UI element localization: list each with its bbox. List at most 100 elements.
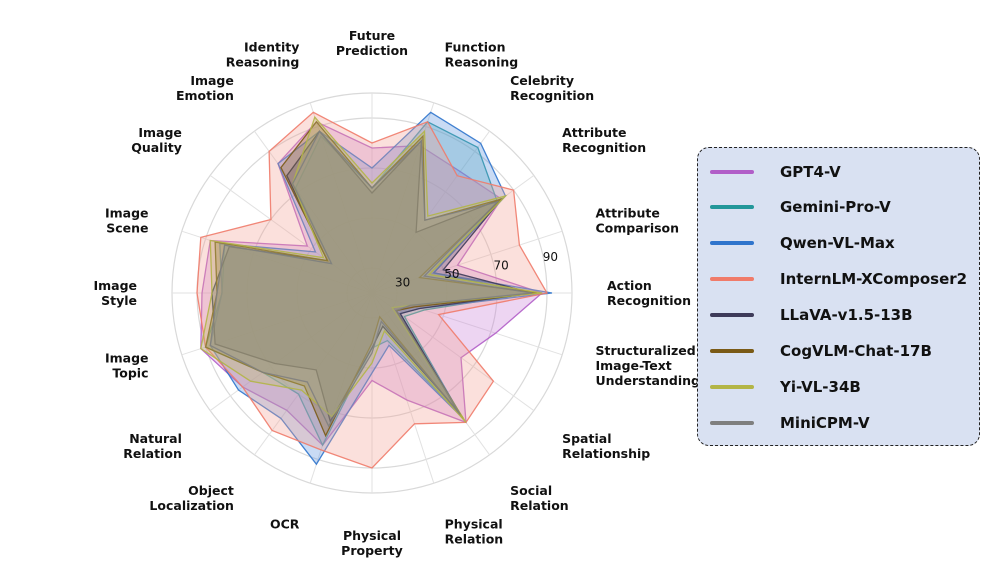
tick-labels: 30 50 70 90 <box>395 250 558 290</box>
axis-label-line: Emotion <box>176 88 234 103</box>
legend-item-qwen: Qwen-VL-Max <box>710 231 895 255</box>
legend: GPT4-V Gemini-Pro-V Qwen-VL-Max InternLM… <box>697 147 980 446</box>
series-layer <box>196 111 553 469</box>
axis-label-line: Understanding <box>595 373 699 388</box>
axis-label-social-relation: Social Relation <box>510 483 569 513</box>
legend-swatch <box>710 205 754 209</box>
axis-label-physical-relation: Physical Relation <box>445 516 504 546</box>
axis-label-line: Physical <box>343 528 401 543</box>
axis-label-line: Image <box>105 351 149 366</box>
axis-label-line: Prediction <box>336 43 408 58</box>
grid-spoke <box>371 292 563 356</box>
axis-label-object-localization: Object Localization <box>149 483 233 513</box>
series-llava-v1-5-13b <box>211 130 533 424</box>
legend-label: Gemini-Pro-V <box>780 198 891 216</box>
axis-label-line: Comparison <box>595 220 679 235</box>
grid-spoke <box>181 292 373 356</box>
legend-swatch <box>710 277 754 281</box>
axis-label-identity-reasoning: Identity Reasoning <box>226 40 300 70</box>
grid-spoke <box>309 102 373 294</box>
grid-spoke <box>371 102 435 294</box>
axis-label-line: Physical <box>445 516 503 531</box>
legend-item-gemini: Gemini-Pro-V <box>710 195 891 219</box>
tick-label: 30 <box>395 276 410 290</box>
grid-spoke <box>254 130 373 294</box>
grid-spoke <box>371 230 563 294</box>
axis-label-line: Reasoning <box>445 55 519 70</box>
legend-swatch <box>710 313 754 317</box>
tick-label: 90 <box>543 250 558 264</box>
legend-label: Yi-VL-34B <box>780 378 861 396</box>
axis-label-ocr: OCR <box>270 516 300 531</box>
axis-label-line: Style <box>101 293 137 308</box>
series-yi-vl-34b <box>200 115 543 423</box>
tick-label: 50 <box>444 267 459 281</box>
axis-label-line: Attribute <box>562 125 626 140</box>
axis-label-line: Relation <box>510 498 569 513</box>
axis-label-line: Relation <box>123 446 182 461</box>
series-qwen-vl-max <box>209 111 553 466</box>
legend-item-gpt4v: GPT4-V <box>710 160 841 184</box>
axis-label-spatial-relationship: Spatial Relationship <box>562 431 650 461</box>
legend-label: LLaVA-v1.5-13B <box>780 306 913 324</box>
grid-spoke <box>309 292 373 484</box>
axis-label-image-scene: Image Scene <box>105 205 149 235</box>
grid-spoke <box>371 130 490 294</box>
axis-label-line: Relation <box>445 531 504 546</box>
axis-label-line: Scene <box>106 220 148 235</box>
axis-label-image-style: Image Style <box>93 278 137 308</box>
axis-label-image-topic: Image Topic <box>105 351 149 381</box>
axis-label-celebrity-recognition: Celebrity Recognition <box>510 73 594 103</box>
legend-swatch <box>710 241 754 245</box>
axis-label-line: Function <box>445 40 506 55</box>
grid-spoke <box>371 292 435 484</box>
axis-label-line: Topic <box>112 366 148 381</box>
axis-label-line: Celebrity <box>510 73 574 88</box>
axis-label-attribute-recognition: Attribute Recognition <box>562 125 646 155</box>
axis-label-line: Social <box>510 483 552 498</box>
series-gpt4-v <box>200 121 544 447</box>
legend-swatch <box>710 349 754 353</box>
axis-label-line: OCR <box>270 516 300 531</box>
axis-label-line: Action <box>607 278 652 293</box>
grid-spoke <box>254 292 373 456</box>
axis-label-attribute-comparison: Attribute Comparison <box>595 205 679 235</box>
axis-label-line: Image <box>105 205 149 220</box>
axis-label-image-quality: Image Quality <box>131 125 182 155</box>
axis-label-line: Localization <box>149 498 233 513</box>
axis-label-natural-relation: Natural Relation <box>123 431 182 461</box>
axis-label-line: Recognition <box>607 293 691 308</box>
legend-swatch <box>710 170 754 174</box>
grid-spoke <box>209 292 373 411</box>
axis-label-line: Image <box>190 73 234 88</box>
axis-label-line: Identity <box>244 40 299 55</box>
axis-label-line: Quality <box>131 140 182 155</box>
axis-label-action-recognition: Action Recognition <box>607 278 691 308</box>
legend-swatch <box>710 385 754 389</box>
grid-spoke <box>371 292 535 411</box>
legend-label: CogVLM-Chat-17B <box>780 342 932 360</box>
tick-label: 70 <box>493 259 508 273</box>
legend-label: MiniCPM-V <box>780 414 870 432</box>
axis-label-line: Image <box>138 125 182 140</box>
legend-label: InternLM-XComposer2 <box>780 270 968 288</box>
legend-item-yi: Yi-VL-34B <box>710 375 861 399</box>
axis-labels: Future Prediction Function ReasoningCelebri… <box>93 28 700 558</box>
axis-label-line: Recognition <box>562 140 646 155</box>
axis-label-line: Object <box>188 483 234 498</box>
legend-swatch <box>710 421 754 425</box>
axis-label-structuralized: Structuralized Image-Text Understanding <box>595 343 699 388</box>
axis-label-future-prediction: Future Prediction <box>336 28 408 58</box>
legend-item-internlm: InternLM-XComposer2 <box>710 267 967 291</box>
axis-label-line: Relationship <box>562 446 650 461</box>
legend-item-cogvlm: CogVLM-Chat-17B <box>710 339 932 363</box>
axis-label-line: Reasoning <box>226 55 300 70</box>
axis-label-line: Image-Text <box>595 358 671 373</box>
axis-label-line: Natural <box>129 431 182 446</box>
legend-label: Qwen-VL-Max <box>780 234 895 252</box>
series-minicpm-v <box>209 130 533 428</box>
grid-spoke <box>371 292 490 456</box>
axis-label-line: Future <box>349 28 395 43</box>
grid-spoke <box>209 175 373 294</box>
